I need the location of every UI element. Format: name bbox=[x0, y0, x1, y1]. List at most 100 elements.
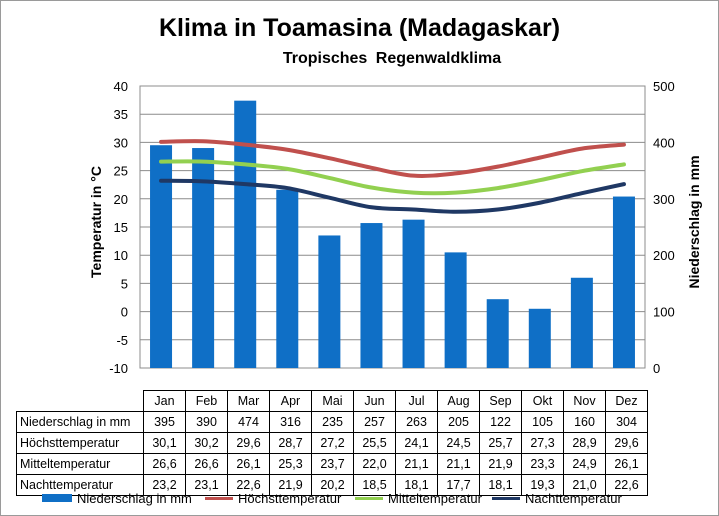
legend-swatch bbox=[205, 496, 233, 500]
precipitation-bar bbox=[402, 219, 425, 368]
month-label: Mar bbox=[227, 390, 270, 412]
month-label: Jul bbox=[395, 390, 438, 412]
plot-area bbox=[139, 85, 646, 369]
table-cell: 28,7 bbox=[269, 432, 312, 454]
left-tick-label: -10 bbox=[109, 361, 128, 376]
gridlines bbox=[139, 85, 646, 369]
right-tick-label: 200 bbox=[653, 248, 675, 263]
month-label: Sep bbox=[479, 390, 522, 412]
left-tick-label: 0 bbox=[121, 305, 128, 320]
table-cell: 17,7 bbox=[437, 474, 480, 496]
month-label: Jun bbox=[353, 390, 396, 412]
month-label: Apr bbox=[269, 390, 312, 412]
right-tick-label: 400 bbox=[653, 135, 675, 150]
month-label: Dez bbox=[605, 390, 648, 412]
month-label: Nov bbox=[563, 390, 606, 412]
table-cell: 25,3 bbox=[269, 453, 312, 475]
left-tick-label: 35 bbox=[114, 107, 128, 122]
table-cell: 29,6 bbox=[227, 432, 270, 454]
table-cell: 205 bbox=[437, 411, 480, 433]
table-cell: 24,5 bbox=[437, 432, 480, 454]
data-table: Jan Feb Mar Apr Mai Jun Jul Aug Sep Okt Nov Dez Nied… bbox=[16, 390, 648, 496]
precipitation-bar bbox=[150, 145, 173, 368]
left-tick-label: 40 bbox=[114, 79, 128, 94]
table-row: Nachttemperatur 23,2 23,1 22,6 21,9 20,2 18,5 1… bbox=[16, 474, 648, 496]
table-cell: 23,7 bbox=[311, 453, 354, 475]
left-tick-label: 30 bbox=[114, 135, 128, 150]
month-label: Aug bbox=[437, 390, 480, 412]
table-cell: 23,3 bbox=[521, 453, 564, 475]
legend-item: Mitteltemperatur bbox=[355, 488, 482, 508]
table-cell: 24,9 bbox=[563, 453, 606, 475]
right-tick-label: 100 bbox=[653, 305, 675, 320]
left-tick-label: 20 bbox=[114, 192, 128, 207]
right-tick-label: 0 bbox=[653, 361, 660, 376]
table-cell: 122 bbox=[479, 411, 522, 433]
precipitation-bars bbox=[150, 100, 635, 368]
table-row: Höchsttemperatur 30,1 30,2 29,6 28,7 27,2 25,5… bbox=[16, 432, 648, 454]
table-cell: 105 bbox=[521, 411, 564, 433]
precipitation-bar bbox=[360, 223, 383, 368]
precipitation-bar bbox=[612, 196, 635, 368]
left-axis-title: Temperatur in °C bbox=[88, 166, 104, 278]
table-cell: 22,0 bbox=[353, 453, 396, 475]
table-cell: 22,6 bbox=[605, 474, 648, 496]
table-cell: 257 bbox=[353, 411, 396, 433]
precipitation-bar bbox=[318, 235, 341, 368]
table-cell: 26,1 bbox=[227, 453, 270, 475]
table-cell: 20,2 bbox=[311, 474, 354, 496]
temperature-line bbox=[159, 178, 626, 214]
temperature-lines bbox=[159, 139, 626, 214]
left-tick-label: 15 bbox=[114, 220, 128, 235]
row-label: Höchsttemperatur bbox=[16, 432, 144, 454]
table-cell: 28,9 bbox=[563, 432, 606, 454]
legend-label: Höchsttemperatur bbox=[238, 490, 342, 506]
table-cell: 21,9 bbox=[479, 453, 522, 475]
table-cell: 26,1 bbox=[605, 453, 648, 475]
left-tick-label: 5 bbox=[121, 276, 128, 291]
legend-label: Niederschlag in mm bbox=[77, 490, 192, 506]
left-tick-label: -5 bbox=[116, 333, 128, 348]
row-label: Nachttemperatur bbox=[16, 474, 144, 496]
month-label: Feb bbox=[185, 390, 228, 412]
table-cell: 27,3 bbox=[521, 432, 564, 454]
table-cell: 19,3 bbox=[521, 474, 564, 496]
legend: Niederschlag in mm Höchsttemperatur Mittel… bbox=[0, 488, 719, 508]
table-cell: 395 bbox=[143, 411, 186, 433]
table-corner bbox=[17, 391, 144, 412]
legend-swatch bbox=[492, 496, 520, 500]
table-cell: 23,1 bbox=[185, 474, 228, 496]
right-tick-label: 500 bbox=[653, 79, 675, 94]
precipitation-bar bbox=[276, 189, 299, 368]
temperature-line bbox=[159, 139, 626, 178]
table-cell: 26,6 bbox=[143, 453, 186, 475]
table-cell: 24,1 bbox=[395, 432, 438, 454]
table-cell: 29,6 bbox=[605, 432, 648, 454]
table-header-row: Jan Feb Mar Apr Mai Jun Jul Aug Sep Okt Nov Dez bbox=[17, 390, 648, 412]
table-cell: 21,9 bbox=[269, 474, 312, 496]
legend-item: Nachttemperatur bbox=[492, 488, 622, 508]
table-cell: 235 bbox=[311, 411, 354, 433]
legend-label: Mitteltemperatur bbox=[388, 490, 482, 506]
table-cell: 263 bbox=[395, 411, 438, 433]
right-axis-title: Niederschlag in mm bbox=[686, 155, 702, 288]
legend-label: Nachttemperatur bbox=[525, 490, 622, 506]
table-cell: 21,1 bbox=[395, 453, 438, 475]
row-label: Niederschlag in mm bbox=[16, 411, 144, 433]
legend-swatch bbox=[42, 494, 72, 502]
table-row: Mitteltemperatur 26,6 26,6 26,1 25,3 23,7 22,0… bbox=[16, 453, 648, 475]
month-label: Jan bbox=[143, 390, 186, 412]
table-row: Niederschlag in mm 395 390 474 316 235 257 263 2… bbox=[16, 411, 648, 433]
table-cell: 18,1 bbox=[479, 474, 522, 496]
table-cell: 27,2 bbox=[311, 432, 354, 454]
table-cell: 474 bbox=[227, 411, 270, 433]
precipitation-bar bbox=[486, 299, 509, 368]
month-label: Mai bbox=[311, 390, 354, 412]
row-label: Mitteltemperatur bbox=[16, 453, 144, 475]
left-tick-label: 25 bbox=[114, 164, 128, 179]
temperature-line bbox=[159, 159, 626, 196]
left-axis-ticks: 40 35 30 25 20 15 10 5 0 -5 -10 bbox=[109, 79, 128, 376]
precipitation-bar bbox=[192, 148, 215, 368]
legend-swatch bbox=[355, 496, 383, 500]
